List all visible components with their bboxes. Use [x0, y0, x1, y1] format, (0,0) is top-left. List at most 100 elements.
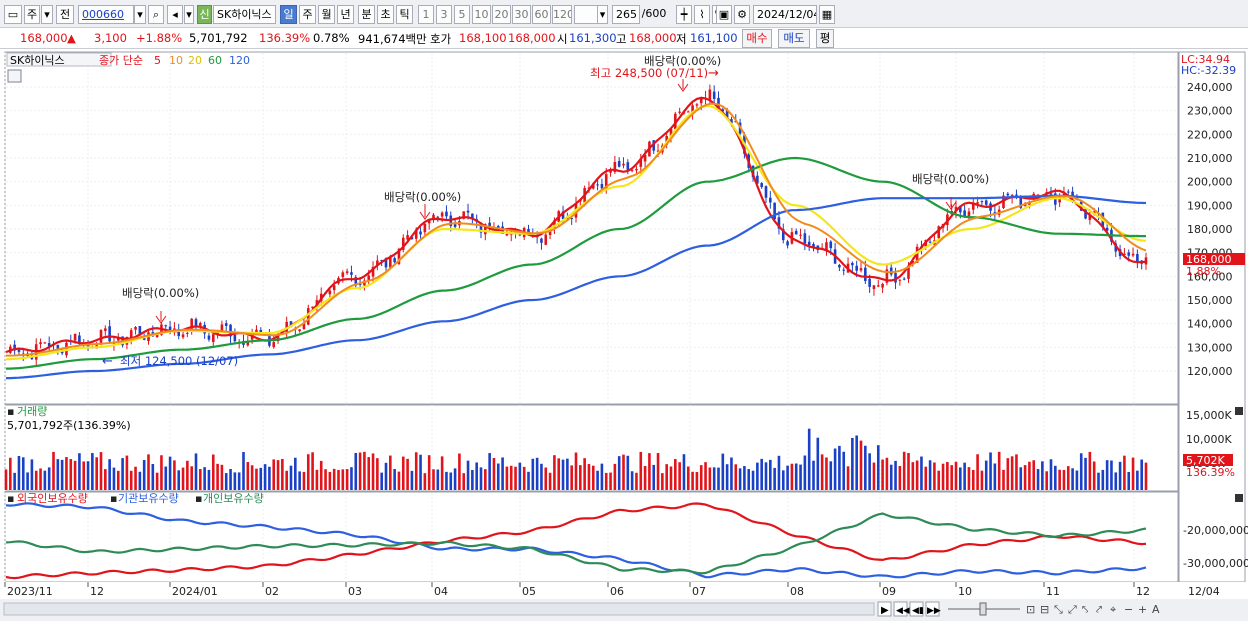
tool-icon[interactable]: ⌖ [1110, 603, 1116, 616]
table-view-icon[interactable] [7, 69, 22, 83]
tool-icon[interactable]: ⤤ [1096, 603, 1102, 616]
candle-body [484, 224, 487, 235]
fast-forward-icon[interactable] [925, 601, 940, 617]
candle-body [894, 273, 897, 283]
interval-5-button[interactable]: 5 [454, 5, 470, 24]
volume-bar [920, 456, 923, 490]
tool-icon[interactable]: ⊡ [1026, 603, 1035, 616]
candle-body [959, 206, 962, 213]
volume-bar [1049, 459, 1053, 490]
price-panel-name: SK하이닉스 [10, 53, 65, 67]
volume-bar [47, 467, 51, 490]
sell-button[interactable]: 매도 [778, 29, 810, 48]
save-icon[interactable]: ▣ [716, 5, 732, 24]
speaker-icon[interactable]: ◂ [167, 5, 183, 24]
candle-body [363, 280, 366, 286]
date-input[interactable]: 2024/12/04 [753, 5, 817, 24]
tool-icon[interactable]: + [1138, 603, 1147, 616]
interval-120-button[interactable]: 120 [552, 5, 572, 24]
volume-bar [626, 455, 630, 490]
candle-body [73, 333, 77, 341]
chevron-down-icon[interactable]: ▾ [184, 5, 194, 24]
indicator-icon[interactable]: ⌇ [694, 5, 710, 24]
volume-bar [203, 467, 206, 490]
tool-icon[interactable]: ⤡ [1054, 603, 1063, 616]
volume-bar [1032, 460, 1036, 490]
candle-body [769, 197, 772, 203]
volume-bar [423, 473, 427, 490]
volume-bar [734, 464, 738, 490]
volume-bar [1066, 466, 1070, 490]
interval-10-button[interactable]: 10 [472, 5, 491, 24]
tool-icon[interactable]: ⤣ [1082, 603, 1088, 616]
candle-body [220, 324, 224, 333]
volume-bar [790, 463, 794, 490]
volume-bar [617, 456, 621, 490]
stock-code-input[interactable]: 000660 [78, 5, 134, 24]
interval-30-button[interactable]: 30 [512, 5, 531, 24]
skip-back-icon[interactable] [893, 601, 908, 617]
scroll-right-icon[interactable] [877, 601, 892, 617]
prev-button[interactable]: 전 [56, 5, 74, 24]
current-price-tag-text: 168,000 [1186, 253, 1232, 266]
holdings-line [5, 512, 1147, 575]
zoom-slider-handle[interactable] [979, 602, 987, 616]
step-back-icon[interactable] [909, 601, 924, 617]
period-second-button[interactable]: 초 [377, 5, 394, 24]
volume-bar [501, 457, 504, 490]
candle-body [199, 323, 202, 326]
volume-bar [298, 471, 301, 490]
tool-icon[interactable]: ⤢ [1068, 603, 1077, 616]
volume-bar [116, 470, 120, 490]
candle-body [786, 241, 789, 246]
volume-bar [56, 459, 60, 490]
data-count-input[interactable]: 265 [612, 5, 640, 24]
interval-60-button[interactable]: 60 [532, 5, 551, 24]
holdings-label-foreign: 외국인보유수량 [17, 492, 88, 505]
volume-bar [30, 459, 34, 490]
volume-bar [462, 473, 466, 490]
volume-bar [1140, 459, 1143, 490]
chart-type-icon[interactable]: ┿ [676, 5, 692, 24]
calendar-icon[interactable]: ▦ [819, 5, 835, 24]
volume-bar [635, 472, 638, 490]
chevron-down-icon[interactable]: ▾ [597, 5, 608, 24]
candle-body [1127, 252, 1131, 256]
volume-bar [661, 473, 664, 490]
chevron-down-icon[interactable]: ▾ [134, 5, 146, 24]
gear-icon[interactable]: ⚙ [734, 5, 750, 24]
tool-icon[interactable]: ⊟ [1040, 603, 1049, 616]
period-mode-select[interactable]: 주 [24, 5, 40, 24]
tool-icon[interactable]: A [1152, 603, 1160, 616]
volume-panel-close-icon[interactable] [1235, 407, 1243, 415]
volume-bar [950, 465, 953, 490]
tool-icon[interactable]: − [1124, 603, 1133, 616]
buy-button[interactable]: 매수 [742, 29, 772, 48]
period-year-button[interactable]: 년 [337, 5, 354, 24]
period-month-button[interactable]: 월 [318, 5, 335, 24]
interval-3-button[interactable]: 3 [436, 5, 452, 24]
interval-20-button[interactable]: 20 [492, 5, 511, 24]
period-tick-button[interactable]: 틱 [396, 5, 413, 24]
candle-body [868, 278, 871, 287]
search-icon[interactable]: ⌕ [148, 5, 164, 24]
holdings-panel-close-icon[interactable] [1235, 494, 1243, 502]
candle-body [527, 229, 530, 234]
volume-bar [147, 454, 150, 490]
volume-bar [747, 469, 751, 490]
candle-body [371, 266, 375, 277]
stock-name-tag[interactable] [6, 52, 112, 67]
scroll-track[interactable] [3, 602, 875, 616]
period-week-button[interactable]: 주 [299, 5, 316, 24]
candle-body [855, 265, 858, 271]
period-day-button[interactable]: 일 [280, 5, 297, 24]
volume-marker-icon: ▪ [7, 405, 14, 418]
chevron-down-icon[interactable]: ▾ [41, 5, 53, 24]
interval-1-button[interactable]: 1 [418, 5, 434, 24]
eval-button[interactable]: 평 [816, 29, 834, 48]
period-minute-button[interactable]: 분 [358, 5, 375, 24]
candle-body [902, 278, 906, 280]
layout-icon[interactable]: ▭ [4, 5, 22, 24]
volume-bar [1019, 467, 1023, 490]
volume-bar [816, 437, 820, 490]
